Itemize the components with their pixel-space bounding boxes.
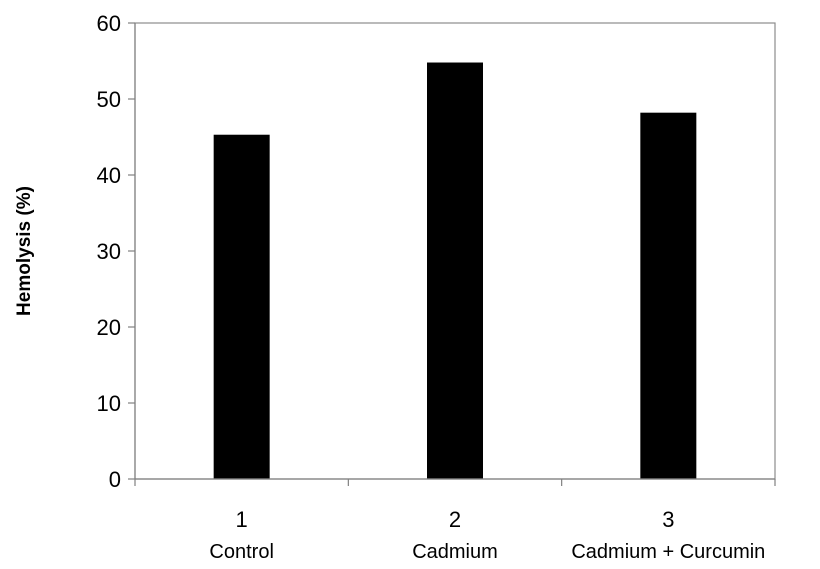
x-category-label: 2	[449, 507, 461, 532]
y-tick-label: 10	[97, 391, 121, 416]
bar	[640, 112, 697, 480]
x-category-label: 3	[662, 507, 674, 532]
y-axis-title: Hemolysis (%)	[14, 186, 35, 316]
bar	[427, 62, 483, 480]
bars-layer	[213, 62, 697, 480]
x-category-sublabel: Cadmium + Curcumin	[571, 541, 765, 563]
axes-layer: 0 10 20 30 40 50 60 1 Control 2 Cadmium 3 Cadmium + …	[97, 11, 776, 563]
bar	[213, 134, 270, 479]
y-tick-label: 40	[97, 163, 121, 188]
y-tick-label: 30	[97, 239, 121, 264]
y-tick-label: 20	[97, 315, 121, 340]
x-category-sublabel: Control	[209, 541, 273, 563]
y-tick-label: 50	[97, 87, 121, 112]
y-tick-label: 0	[109, 467, 121, 492]
x-category-sublabel: Cadmium	[412, 541, 498, 563]
y-tick-label: 60	[97, 11, 121, 36]
x-category-label: 1	[236, 507, 248, 532]
